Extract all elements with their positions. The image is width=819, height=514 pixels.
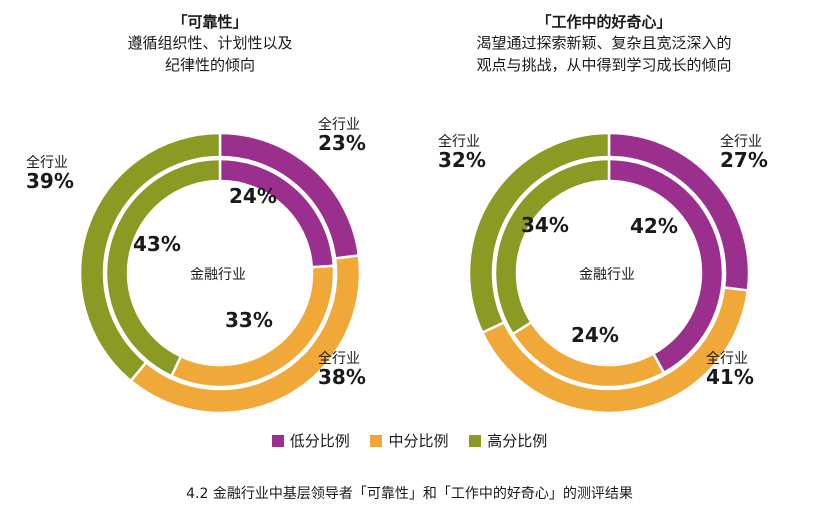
chart-subtitle-line: 渴望通过探索新颖、复杂且宽泛深入的	[476, 34, 732, 52]
outer-series-name: 全行业	[438, 134, 480, 150]
figure-caption: 4.2 金融行业中基层领导者「可靠性」和「工作中的好奇心」的测评结果	[186, 486, 633, 502]
donut-chart	[467, 131, 751, 415]
center-label: 金融行业	[190, 267, 246, 283]
outer-value-mid: 41%	[706, 364, 754, 389]
legend-item-low: 低分比例	[271, 430, 350, 451]
outer-ring-segment-high	[467, 131, 611, 335]
legend: 低分比例 中分比例 高分比例	[0, 430, 819, 451]
chart-subtitle-line: 纪律性的倾向	[164, 56, 255, 74]
chart-title-text: 「可靠性」	[172, 13, 248, 31]
outer-label-high: 全行业 39%	[26, 156, 74, 192]
chart-subtitle-line: 观点与挑战，从中得到学习成长的倾向	[476, 56, 732, 74]
chart-title-text: 「工作中的好奇心」	[536, 13, 672, 31]
inner-ring-segment-high	[104, 157, 222, 378]
legend-swatch-high	[469, 434, 482, 447]
inner-value-mid: 33%	[225, 308, 273, 332]
outer-series-name: 全行业	[706, 351, 748, 367]
outer-series-name: 全行业	[318, 117, 360, 133]
inner-value-low: 42%	[630, 214, 678, 238]
outer-value-high: 39%	[26, 168, 74, 193]
outer-value-high: 32%	[438, 147, 486, 172]
outer-value-low: 27%	[720, 147, 768, 172]
inner-value-high: 43%	[133, 232, 181, 256]
outer-label-mid: 全行业 41%	[706, 352, 754, 388]
legend-item-mid: 中分比例	[370, 430, 449, 451]
outer-label-low: 全行业 27%	[720, 135, 768, 171]
legend-swatch-mid	[370, 434, 383, 447]
inner-value-mid: 24%	[571, 323, 619, 347]
outer-label-high: 全行业 32%	[438, 135, 486, 171]
inner-value-low: 24%	[229, 184, 277, 208]
legend-label: 低分比例	[289, 432, 350, 450]
chart-title: 「可靠性」 遵循组织性、计划性以及 纪律性的倾向	[30, 12, 390, 76]
legend-item-high: 高分比例	[469, 430, 547, 451]
outer-series-name: 全行业	[318, 351, 360, 367]
inner-value-high: 34%	[521, 213, 569, 237]
legend-label: 高分比例	[487, 432, 548, 450]
outer-ring-segment-high	[78, 131, 222, 383]
outer-label-mid: 全行业 38%	[318, 352, 366, 388]
inner-ring-segment-high	[493, 157, 611, 336]
legend-swatch-low	[271, 434, 284, 447]
outer-label-low: 全行业 23%	[318, 118, 366, 154]
outer-series-name: 全行业	[26, 155, 68, 171]
outer-series-name: 全行业	[720, 134, 762, 150]
donut-chart	[78, 131, 362, 415]
chart-subtitle-line: 遵循组织性、计划性以及	[127, 34, 293, 52]
center-label: 金融行业	[579, 267, 635, 283]
legend-label: 中分比例	[388, 432, 449, 450]
outer-value-low: 23%	[318, 130, 366, 155]
chart-title: 「工作中的好奇心」 渴望通过探索新颖、复杂且宽泛深入的 观点与挑战，从中得到学习…	[424, 12, 784, 76]
outer-value-mid: 38%	[318, 364, 366, 389]
